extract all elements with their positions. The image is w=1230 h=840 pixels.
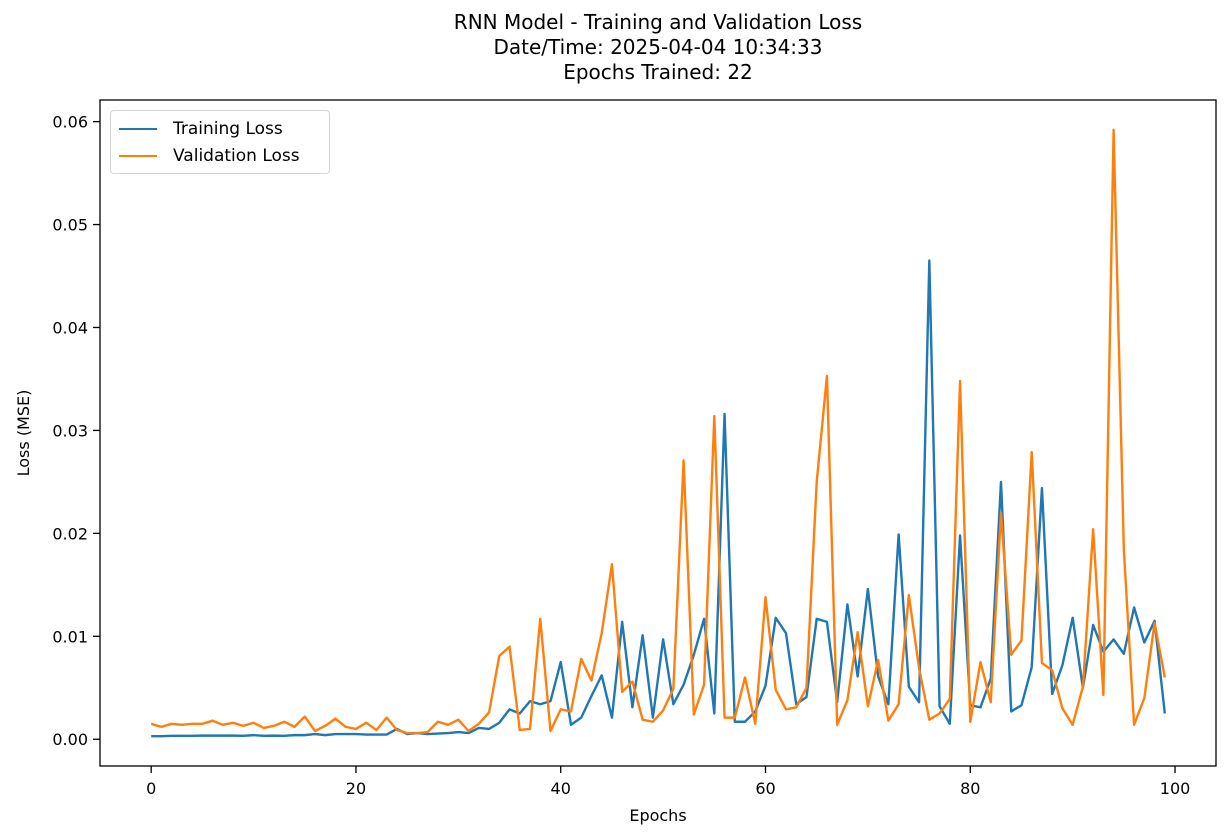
- title-line-2: Date/Time: 2025-04-04 10:34:33: [493, 35, 823, 59]
- series-layer: [150, 128, 1167, 738]
- y-tick-label: 0.03: [52, 421, 88, 440]
- y-tick-label: 0.00: [52, 730, 88, 749]
- legend: Training Loss Validation Loss: [110, 110, 330, 174]
- y-tick-label: 0.06: [52, 113, 88, 132]
- legend-item-training: Training Loss: [119, 117, 283, 141]
- y-axis-label: Loss (MSE): [14, 390, 33, 477]
- y-tick-label: 0.02: [52, 524, 88, 543]
- x-axis: 0 20 40 60 80 100: [146, 766, 1190, 798]
- title-line-3: Epochs Trained: 22: [563, 60, 753, 84]
- y-axis: 0.00 0.01 0.02 0.03 0.04 0.05 0.06: [52, 113, 100, 749]
- legend-label-validation: Validation Loss: [173, 146, 300, 166]
- legend-label-training: Training Loss: [173, 119, 283, 139]
- title-line-1: RNN Model - Training and Validation Loss: [453, 10, 863, 34]
- training-loss-line: [151, 259, 1167, 738]
- x-axis-label: Epochs: [629, 806, 686, 825]
- x-tick-label: 0: [146, 779, 156, 798]
- x-tick-label: 40: [551, 779, 571, 798]
- y-tick-label: 0.05: [52, 216, 88, 235]
- chart-title: RNN Model - Training and Validation Loss…: [0, 10, 1230, 85]
- x-tick-label: 20: [346, 779, 366, 798]
- legend-swatch-training: [119, 128, 157, 130]
- x-tick-label: 60: [755, 779, 775, 798]
- validation-loss-line: [150, 128, 1166, 735]
- x-tick-label: 80: [960, 779, 980, 798]
- x-tick-label: 100: [1160, 779, 1191, 798]
- y-tick-label: 0.04: [52, 318, 88, 337]
- plot-frame: [99, 99, 1217, 767]
- y-tick-label: 0.01: [52, 627, 88, 646]
- legend-item-validation: Validation Loss: [119, 144, 300, 168]
- legend-swatch-validation: [119, 155, 157, 157]
